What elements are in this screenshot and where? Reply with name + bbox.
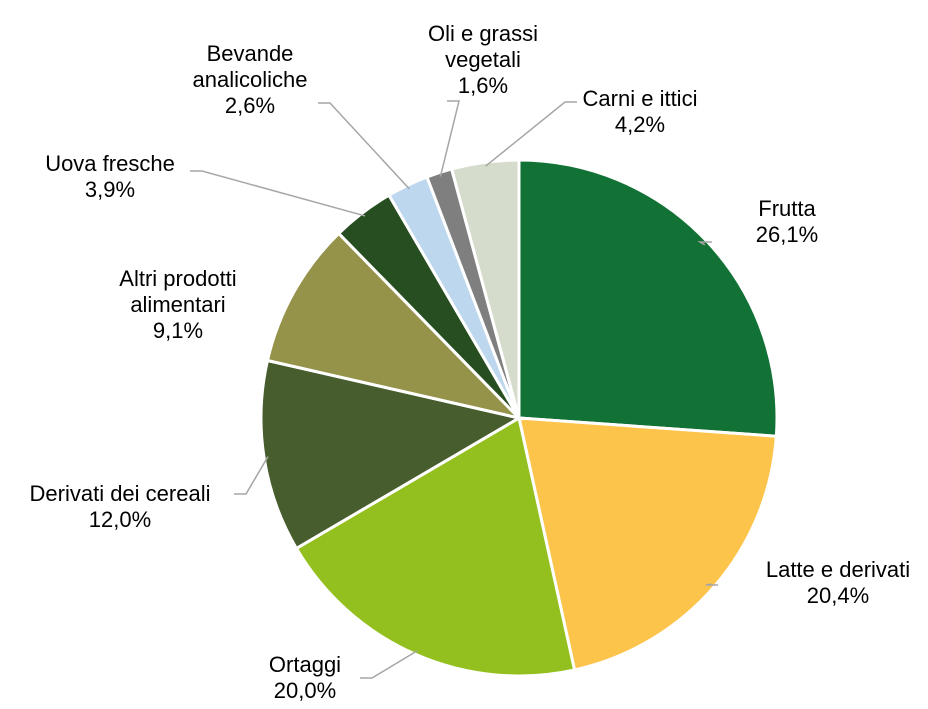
category-label: Carni e ittici xyxy=(582,86,698,111)
pie-slice xyxy=(259,358,524,551)
pie-slice xyxy=(294,415,577,678)
pie-slice xyxy=(449,158,521,419)
value-label: 3,9% xyxy=(84,177,136,202)
leader-line xyxy=(485,101,577,167)
leader-line xyxy=(234,456,269,495)
value-label: 12,0% xyxy=(88,507,152,532)
leader-line xyxy=(697,241,712,246)
category-label: Ortaggi xyxy=(268,652,342,677)
value-label: 26,1% xyxy=(755,222,819,247)
value-label: 20,4% xyxy=(806,583,870,608)
data-label: Latte e derivati 20,4% xyxy=(728,557,928,609)
category-label: Altri prodotti alimentari xyxy=(119,266,237,317)
pie-slice xyxy=(517,416,778,672)
category-label: Derivati dei cereali xyxy=(29,481,211,506)
data-label: Uova fresche 3,9% xyxy=(10,151,210,203)
pie-slice xyxy=(265,231,524,421)
value-label: 20,0% xyxy=(273,678,337,703)
category-label: Uova fresche xyxy=(45,151,175,176)
leader-line xyxy=(439,100,460,177)
data-label: Altri prodotti alimentari 9,1% xyxy=(103,266,253,344)
value-label: 1,6% xyxy=(457,73,509,98)
leader-line xyxy=(318,102,410,190)
category-label: Oli e grassi vegetali xyxy=(427,21,539,72)
data-label: Bevande analicoliche 2,6% xyxy=(180,41,320,119)
leader-line xyxy=(360,650,418,679)
data-label: Ortaggi 20,0% xyxy=(205,652,405,704)
data-label: Frutta 26,1% xyxy=(687,196,887,248)
value-label: 9,1% xyxy=(152,318,204,343)
category-label: Frutta xyxy=(758,196,816,221)
leader-line xyxy=(705,583,718,586)
leader-line xyxy=(190,170,366,217)
category-label: Bevande analicoliche xyxy=(192,41,308,92)
data-label: Carni e ittici 4,2% xyxy=(540,86,740,138)
data-label: Derivati dei cereali 12,0% xyxy=(0,481,240,533)
value-label: 2,6% xyxy=(224,93,276,118)
category-label: Latte e derivati xyxy=(765,557,911,582)
data-label: Oli e grassi vegetali 1,6% xyxy=(413,21,553,99)
value-label: 4,2% xyxy=(614,112,666,137)
